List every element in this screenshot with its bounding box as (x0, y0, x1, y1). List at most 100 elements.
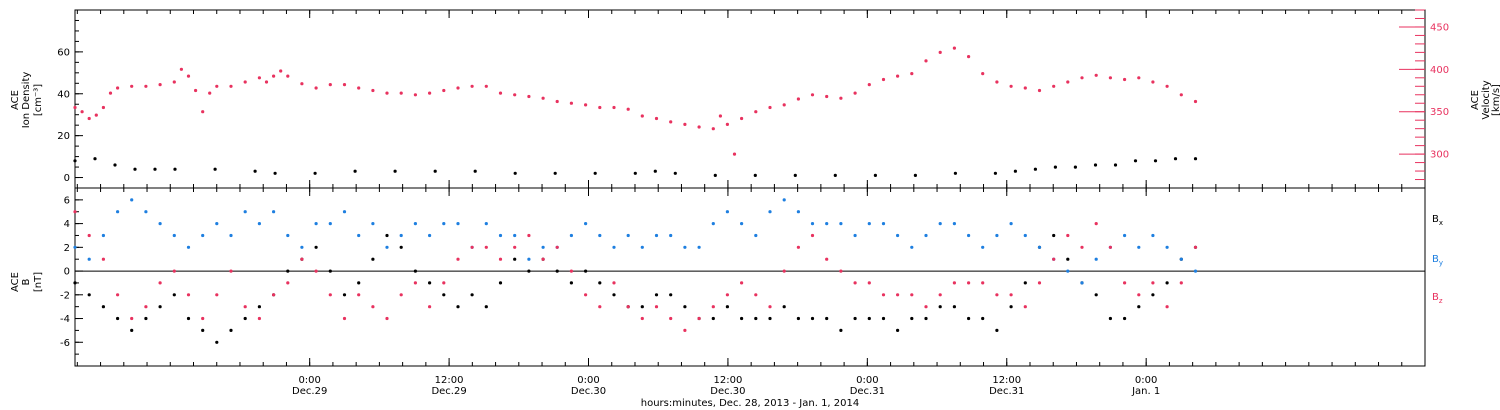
bz-point (796, 245, 801, 249)
bx-point (158, 305, 162, 309)
by-point (853, 233, 857, 238)
bx-point (130, 328, 134, 332)
velocity-point (910, 72, 914, 76)
b-axis-label-2: B (21, 278, 32, 285)
density-point (653, 169, 657, 173)
bx-point (399, 245, 403, 249)
density-point (1153, 159, 1158, 163)
by-point (810, 222, 815, 226)
bz-point (910, 293, 914, 297)
velocity-axis-label-2: Velocity (1481, 80, 1492, 119)
date-tick-label: Dec.30 (710, 386, 745, 397)
time-tick-label: 0:00 (856, 375, 878, 386)
velocity-point (328, 83, 332, 87)
velocity-point (116, 86, 120, 90)
bottom-data-points (73, 198, 1198, 344)
density-point (1013, 169, 1018, 173)
by-point (754, 233, 758, 238)
bz-point (116, 293, 120, 297)
by-point (867, 222, 871, 226)
velocity-point (810, 93, 815, 97)
density-point (833, 173, 837, 177)
velocity-point (697, 125, 701, 129)
bx-point (342, 293, 347, 297)
bx-point (640, 305, 644, 309)
density-point (633, 171, 637, 175)
date-tick-label: Dec.30 (571, 386, 606, 397)
b-axis-label-1: ACE (10, 272, 21, 292)
by-point (725, 210, 730, 214)
density-point (153, 167, 157, 171)
velocity-point (711, 127, 715, 131)
bx-point (796, 316, 801, 321)
velocity-point (498, 91, 503, 95)
time-tick-label: 12:00 (714, 375, 743, 386)
velocity-point (1052, 84, 1056, 88)
velocity-point (853, 91, 857, 95)
velocity-point (555, 99, 559, 104)
velocity-point (669, 120, 673, 124)
density-axis: 0 20 40 60 (57, 9, 83, 189)
density-point (1113, 163, 1118, 167)
b-tick-label: 4 (64, 219, 70, 230)
velocity-tick-label: 450 (1430, 22, 1449, 33)
bottom-panel-frame (74, 187, 1426, 367)
density-tick-label: 60 (57, 47, 70, 58)
by-point (881, 222, 886, 226)
density-point (133, 167, 137, 171)
velocity-point (371, 88, 375, 93)
bz-point (825, 257, 829, 261)
velocity-tick-label: 400 (1430, 65, 1449, 76)
by-point (527, 257, 531, 261)
bx-point (1151, 293, 1155, 297)
bz-point (1123, 281, 1127, 285)
bx-point (371, 257, 375, 261)
velocity-point (208, 91, 212, 95)
b-tick-label: -4 (60, 314, 70, 325)
by-point (938, 222, 942, 226)
velocity-point (201, 110, 205, 114)
velocity-point (1037, 88, 1042, 93)
bx-point (910, 316, 914, 321)
density-point (1033, 167, 1037, 171)
b-axis-label-3: [nT] (33, 272, 44, 292)
by-point (1023, 233, 1027, 238)
bx-point (527, 269, 531, 273)
bz-point (669, 316, 673, 321)
bx-point (995, 328, 999, 332)
by-point (498, 233, 503, 238)
by-point (768, 210, 772, 214)
velocity-point (654, 116, 659, 121)
velocity-point (1094, 73, 1098, 77)
velocity-point (598, 105, 602, 110)
velocity-point (1108, 76, 1112, 80)
bz-point (896, 293, 900, 297)
b-tick-label: 6 (64, 195, 70, 206)
velocity-point (130, 84, 134, 88)
bx-point (711, 316, 715, 321)
density-point (353, 169, 357, 173)
velocity-point (399, 91, 403, 95)
bz-point (640, 316, 644, 321)
velocity-point (264, 80, 269, 84)
bx-point (612, 293, 616, 297)
velocity-point (229, 84, 233, 88)
density-point (1093, 163, 1098, 167)
bz-point (867, 281, 871, 285)
by-point (1094, 257, 1098, 261)
bz-point (101, 257, 105, 261)
time-tick-label: 0:00 (298, 375, 320, 386)
bz-point (73, 210, 77, 214)
velocity-point (782, 103, 786, 107)
legend-bz: Bz (1432, 292, 1443, 305)
by-point (229, 233, 233, 238)
bx-point (896, 328, 900, 332)
bz-point (810, 233, 815, 238)
velocity-point (754, 110, 758, 114)
bx-point (101, 305, 105, 309)
bz-point (442, 281, 446, 285)
density-point (553, 171, 557, 175)
by-point (796, 210, 801, 214)
by-point (1137, 245, 1141, 249)
bx-point (314, 245, 318, 249)
